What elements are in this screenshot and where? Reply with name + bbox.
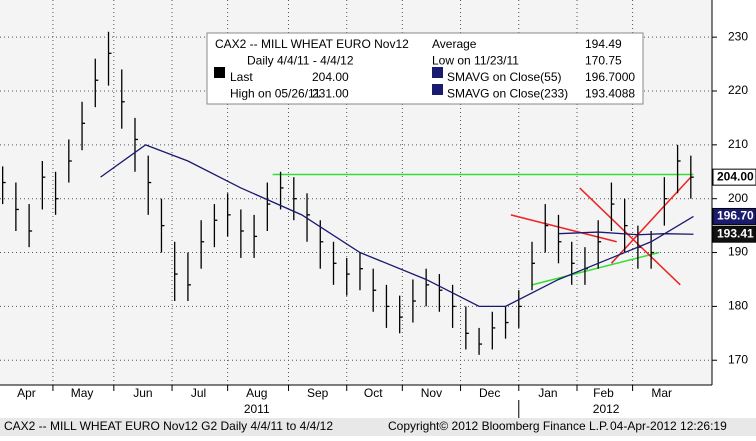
x-tick-label: Jun — [133, 386, 152, 400]
footer-text: Copyright© 2012 Bloomberg Finance L.P. — [388, 419, 609, 433]
legend-text: 170.75 — [585, 54, 622, 68]
legend-swatch — [432, 84, 443, 95]
x-tick-label: Feb — [593, 386, 614, 400]
legend-text: Daily 4/4/11 - 4/4/12 — [247, 54, 354, 68]
x-tick-label: Nov — [421, 386, 442, 400]
price-tag-label: 196.70 — [717, 209, 754, 223]
price-tag — [712, 225, 756, 243]
legend-text: Low on 11/23/11 — [432, 54, 519, 68]
price-tag-label: 204.00 — [717, 169, 754, 183]
price-tag-label: 193.41 — [717, 226, 754, 240]
legend-text: SMAVG on Close(55) — [447, 70, 562, 84]
legend-text: 193.4088 — [585, 87, 635, 101]
x-tick-label: Apr — [17, 386, 36, 400]
year-label: 2012 — [593, 402, 620, 416]
x-tick-label: Sep — [307, 386, 329, 400]
legend-text: Average — [432, 37, 477, 51]
y-tick-label: 190 — [728, 245, 748, 259]
x-tick-label: Aug — [246, 386, 267, 400]
y-tick-label: 200 — [728, 191, 748, 205]
x-tick-label: Jul — [191, 386, 206, 400]
year-label: 2011 — [244, 402, 270, 416]
legend-text: 194.49 — [585, 37, 622, 51]
x-tick-label: Oct — [364, 386, 383, 400]
legend-text: Last — [230, 70, 253, 84]
legend-text: 204.00 — [312, 70, 349, 84]
price-tag — [712, 168, 756, 186]
x-tick-label: Dec — [479, 386, 500, 400]
y-tick-label: 170 — [728, 352, 748, 366]
footer-bar — [0, 418, 756, 436]
legend-text: High on 05/26/11 — [230, 87, 321, 101]
x-tick-label: Mar — [651, 386, 672, 400]
x-tick-label: Jan — [538, 386, 557, 400]
y-tick-label: 230 — [728, 29, 748, 43]
legend-text: 196.7000 — [585, 70, 635, 84]
legend-text: CAX2 -- MILL WHEAT EURO Nov12 — [215, 37, 409, 51]
y-tick-label: 180 — [728, 299, 748, 313]
price-tag — [712, 207, 756, 225]
legend-text: SMAVG on Close(233) — [447, 87, 568, 101]
trendline — [510, 214, 617, 243]
legend-box — [206, 32, 644, 105]
y-tick-label: 210 — [728, 137, 748, 151]
trendline — [579, 187, 681, 286]
footer-text: 04-Apr-2012 12:26:19 — [610, 419, 727, 433]
moving-average — [558, 231, 694, 236]
footer-text: CAX2 -- MILL WHEAT EURO Nov12 G2 Daily 4… — [4, 419, 333, 433]
legend-swatch — [214, 67, 225, 78]
legend-text: 231.00 — [312, 87, 349, 101]
moving-average — [100, 144, 694, 308]
y-tick-label: 220 — [728, 83, 748, 97]
legend-swatch — [432, 67, 443, 78]
x-tick-label: May — [71, 386, 94, 400]
